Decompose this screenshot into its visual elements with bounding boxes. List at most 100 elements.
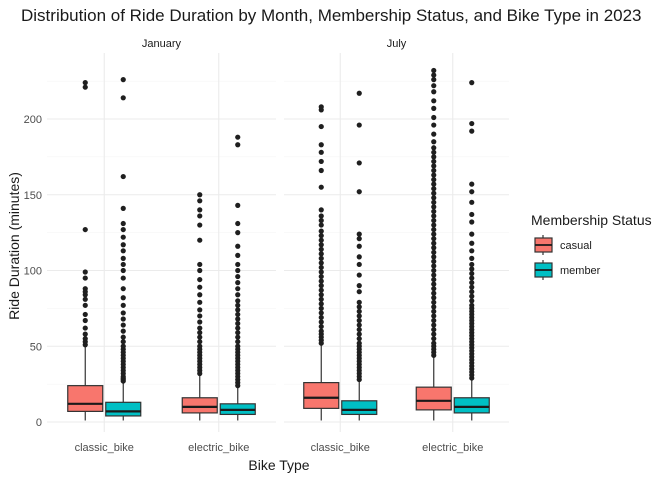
facet-panel-january: January classic_bike electric_bike [47, 38, 276, 454]
outlier-point [431, 222, 437, 228]
outlier-point [469, 240, 475, 246]
outlier-point [197, 276, 203, 283]
outlier-point [356, 322, 362, 328]
outlier-point [356, 289, 362, 295]
outlier-point [318, 167, 324, 174]
outlier-point [431, 231, 437, 237]
chart-title: Distribution of Ride Duration by Month, … [21, 6, 642, 25]
y-axis-title: Ride Duration (minutes) [6, 172, 22, 320]
outlier-point [431, 77, 437, 83]
outlier-point [356, 317, 362, 324]
iqr-box [303, 382, 340, 409]
outlier-point [235, 286, 241, 292]
outlier-point [120, 275, 126, 281]
outlier-point [120, 343, 126, 349]
outlier-point [431, 145, 437, 151]
outlier-point [431, 267, 437, 274]
y-tick-label: 100 [24, 266, 42, 278]
outlier-point [120, 220, 126, 227]
outlier-point [356, 231, 362, 237]
outlier-point [197, 325, 203, 331]
legend-item-member: member [534, 260, 601, 280]
outlier-point [197, 299, 203, 305]
outlier-point [431, 258, 437, 265]
iqr-box [453, 397, 490, 414]
outlier-point [82, 311, 88, 318]
outlier-point [120, 242, 126, 248]
outlier-point [120, 295, 126, 301]
outlier-point [235, 343, 241, 349]
outlier-point [82, 331, 88, 337]
outlier-point [318, 255, 324, 261]
outlier-point [120, 77, 126, 83]
box-january-electric_bike-member [219, 134, 256, 421]
outlier-point [82, 296, 88, 302]
outlier-point [235, 330, 241, 336]
outlier-point [197, 292, 203, 298]
outlier-point [318, 296, 324, 302]
iqr-box [105, 401, 142, 417]
outlier-point [197, 192, 203, 198]
outlier-point [120, 234, 126, 240]
outlier-point [356, 243, 362, 249]
outlier-point [235, 243, 241, 249]
outlier-point [356, 304, 362, 310]
outlier-point [431, 317, 437, 324]
outlier-point [431, 326, 437, 333]
y-tick-label: 0 [36, 417, 42, 429]
outlier-point [197, 284, 203, 290]
outlier-point [235, 230, 241, 236]
outlier-point [318, 251, 324, 257]
outlier-point [431, 331, 437, 337]
outlier-point [235, 311, 241, 318]
outlier-point [431, 299, 437, 305]
outlier-point [356, 90, 362, 96]
outlier-point [356, 160, 362, 166]
outlier-point [469, 181, 475, 187]
outlier-point [431, 122, 437, 128]
x-tick-label: classic_bike [75, 442, 134, 454]
outlier-point [318, 319, 324, 325]
x-axis-title: Bike Type [248, 457, 309, 473]
outlier-point [235, 292, 241, 298]
outlier-point [120, 248, 126, 254]
outlier-point [235, 273, 241, 280]
outlier-point [431, 245, 437, 251]
outlier-point [235, 307, 241, 313]
outlier-point [120, 226, 126, 233]
outlier-point [431, 217, 437, 224]
outlier-point [356, 340, 362, 346]
box-july-electric_bike-casual [415, 67, 452, 421]
outlier-point [431, 295, 437, 301]
outlier-point [318, 104, 324, 110]
iqr-box [415, 386, 452, 411]
outlier-point [469, 128, 475, 134]
outlier-point [431, 276, 437, 283]
outlier-point [469, 284, 475, 290]
outlier-point [469, 248, 475, 254]
outlier-point [431, 67, 437, 74]
outlier-point [431, 149, 437, 155]
legend-label: member [560, 265, 601, 277]
outlier-point [318, 242, 324, 248]
outlier-point [356, 313, 362, 319]
outlier-point [431, 167, 437, 174]
outlier-point [431, 163, 437, 169]
outlier-point [431, 83, 437, 89]
outlier-point [120, 205, 126, 211]
box-january-classic_bike-casual [67, 80, 104, 421]
outlier-point [431, 89, 437, 95]
outlier-point [431, 254, 437, 260]
legend-item-casual: casual [534, 235, 592, 255]
outlier-point [431, 181, 437, 187]
outlier-point [431, 105, 437, 111]
outlier-point [82, 325, 88, 331]
outlier-point [197, 343, 203, 349]
outlier-point [431, 336, 437, 342]
outlier-point [469, 120, 475, 127]
outlier-point [431, 190, 437, 196]
outlier-point [120, 95, 126, 101]
outlier-point [120, 267, 126, 274]
legend-title: Membership Status [531, 212, 652, 228]
outlier-point [82, 84, 88, 90]
